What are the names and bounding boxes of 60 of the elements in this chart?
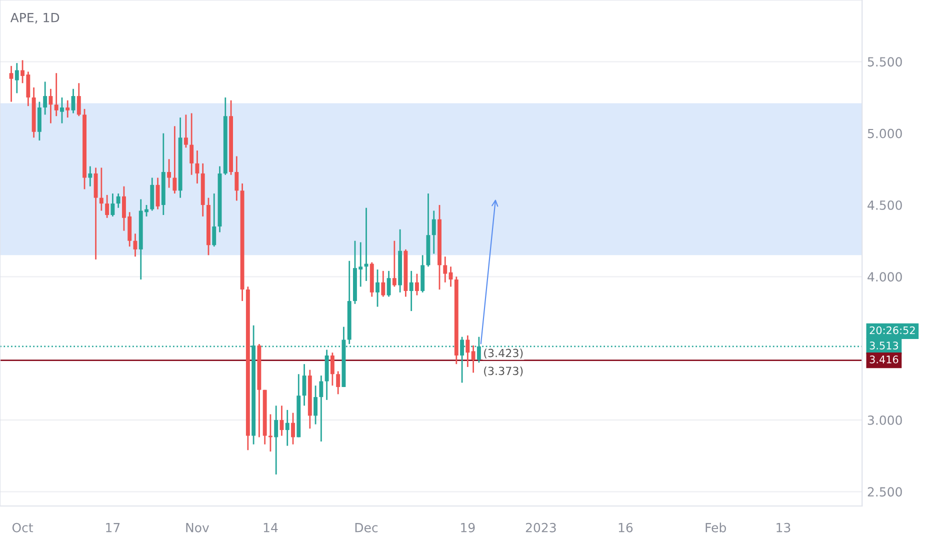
x-tick-label: 16	[618, 522, 633, 532]
candlestick	[66, 100, 70, 118]
candlestick	[314, 384, 318, 425]
candlestick	[195, 150, 200, 184]
y-tick-label: 2.500	[868, 487, 902, 497]
candlestick	[71, 88, 76, 114]
candlestick	[471, 344, 476, 374]
candlestick	[319, 374, 324, 442]
candlestick	[274, 404, 278, 476]
candlestick	[432, 210, 436, 254]
x-tick-label: Nov	[186, 523, 210, 532]
candlestick	[184, 114, 188, 148]
annotation: (3.423)	[484, 348, 523, 359]
text: APE, 1D	[10, 13, 60, 24]
text: 20:26:52	[870, 326, 915, 334]
candlestick	[443, 256, 448, 284]
candlestick	[386, 270, 391, 298]
candlestick	[414, 273, 419, 296]
candlestick	[291, 412, 295, 446]
annotation: (3.373)	[484, 366, 523, 376]
candlestick	[60, 96, 64, 124]
x-tick-label: 13	[776, 522, 790, 532]
candlestick	[110, 192, 115, 218]
candlestick	[43, 81, 48, 116]
y-tick-label: 4.000	[868, 272, 902, 282]
candlestick	[336, 370, 340, 395]
candlestick	[9, 65, 14, 102]
x-tick-label: 14	[264, 523, 278, 532]
candlestick	[14, 62, 19, 94]
candlestick	[105, 194, 110, 219]
candlestick	[234, 156, 239, 202]
y-tick-label: 3.000	[868, 415, 902, 425]
candlestick	[466, 334, 470, 368]
candlestick	[76, 82, 81, 117]
candlestick	[116, 192, 120, 209]
x-tick-label: Feb	[706, 522, 726, 532]
candlestick	[190, 112, 194, 176]
x-tick-label: Oct	[12, 522, 34, 532]
candlestick	[167, 158, 172, 188]
x-tick-label: 2023	[526, 522, 556, 532]
candlestick	[172, 125, 177, 194]
candlestick	[285, 409, 290, 446]
ref-line-label: 3.416	[870, 356, 898, 364]
x-tick-label: Dec	[355, 523, 378, 532]
candlestick	[99, 167, 104, 212]
x-tick-label: 17	[106, 523, 120, 532]
ref-line-label: 3.513	[870, 342, 898, 350]
candlestick	[212, 192, 216, 248]
candlestick	[54, 72, 58, 117]
candlestick	[88, 166, 92, 188]
candlestick	[381, 270, 386, 298]
candlestick	[409, 270, 414, 312]
candlestick	[330, 352, 334, 386]
y-tick-label: 4.500	[868, 200, 902, 210]
y-tick-label: 5.500	[868, 57, 902, 67]
y-tick-label: 5.000	[868, 128, 902, 138]
candlestick	[48, 88, 53, 124]
candlestick	[376, 268, 380, 308]
candlestick	[392, 240, 396, 288]
x-tick-label: 19	[461, 522, 475, 532]
